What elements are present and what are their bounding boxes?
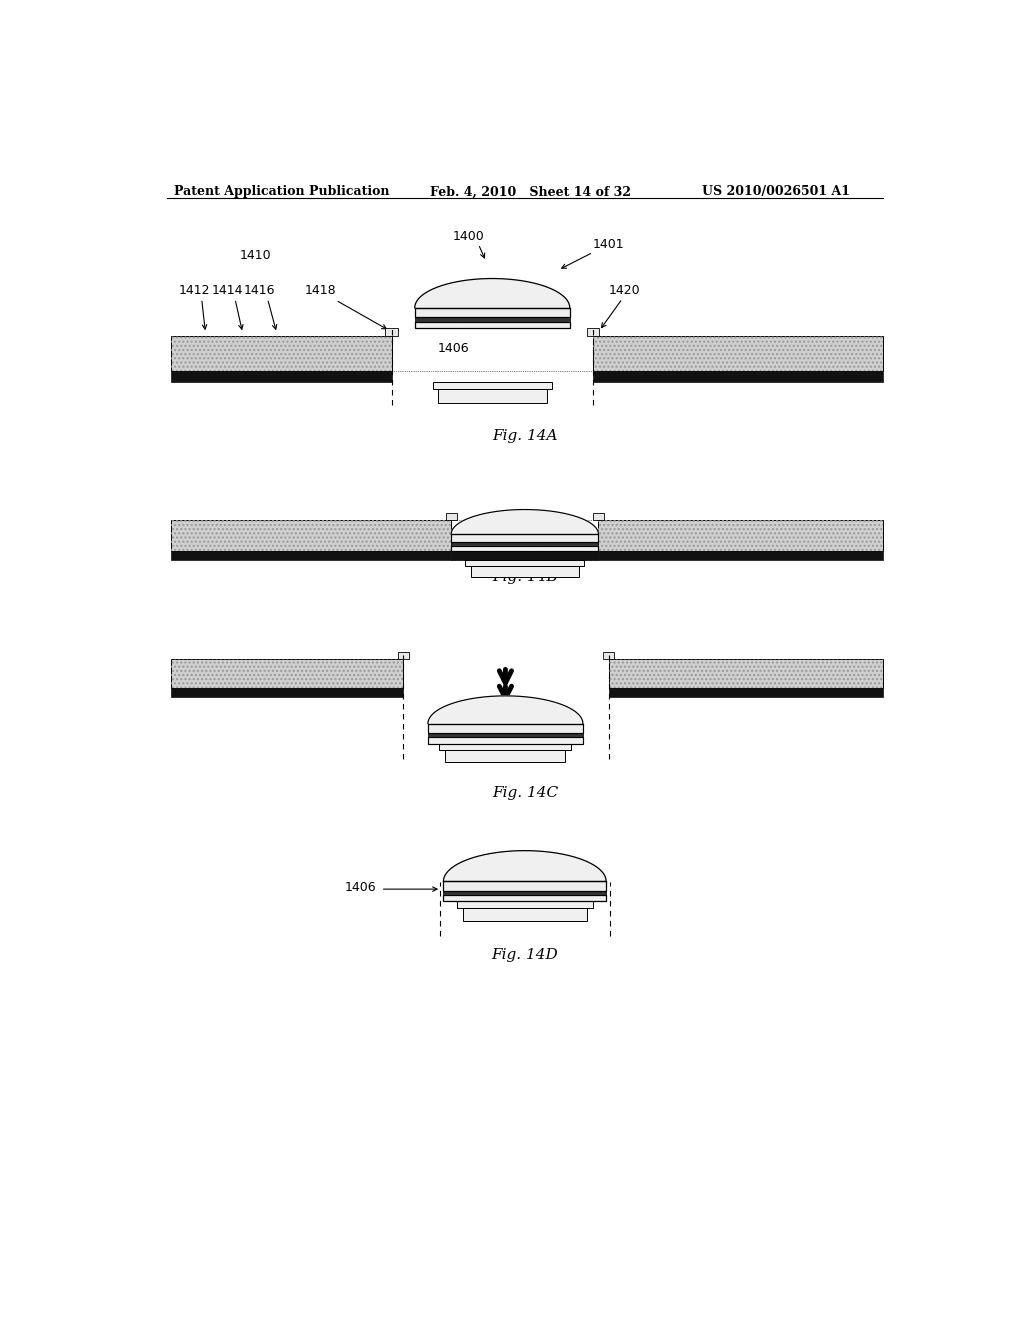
- Bar: [598, 552, 883, 561]
- Bar: [443, 891, 606, 895]
- Bar: [593, 335, 883, 371]
- Text: 1420: 1420: [608, 284, 640, 297]
- Bar: [171, 335, 391, 371]
- Bar: [428, 733, 583, 738]
- Bar: [443, 895, 606, 902]
- Text: 1402: 1402: [437, 385, 469, 399]
- Bar: [587, 327, 599, 335]
- Text: 1401: 1401: [593, 238, 625, 251]
- Bar: [439, 743, 571, 750]
- Bar: [452, 535, 598, 543]
- Bar: [457, 902, 593, 908]
- Text: Fig. 14B: Fig. 14B: [492, 570, 558, 585]
- Bar: [397, 652, 409, 659]
- Bar: [463, 908, 587, 921]
- Bar: [603, 652, 614, 659]
- Bar: [385, 327, 397, 335]
- Text: 1406: 1406: [345, 880, 377, 894]
- Bar: [171, 659, 403, 688]
- Bar: [608, 688, 883, 697]
- Text: Fig. 14A: Fig. 14A: [493, 429, 557, 444]
- Text: US 2010/0026501 A1: US 2010/0026501 A1: [701, 185, 850, 198]
- Text: Feb. 4, 2010   Sheet 14 of 32: Feb. 4, 2010 Sheet 14 of 32: [430, 185, 631, 198]
- Text: 1400: 1400: [454, 230, 485, 243]
- Polygon shape: [415, 279, 569, 308]
- Bar: [452, 552, 598, 561]
- Bar: [465, 561, 585, 566]
- Bar: [471, 566, 579, 577]
- Bar: [171, 659, 403, 688]
- Text: 1418: 1418: [304, 284, 336, 297]
- Polygon shape: [452, 510, 598, 535]
- Bar: [438, 389, 547, 404]
- Text: Patent Application Publication: Patent Application Publication: [174, 185, 390, 198]
- Bar: [415, 322, 569, 327]
- Text: 1414: 1414: [211, 284, 243, 297]
- Bar: [608, 659, 883, 688]
- Bar: [598, 520, 883, 552]
- Bar: [593, 335, 883, 371]
- Bar: [415, 308, 569, 317]
- Bar: [445, 512, 457, 520]
- Text: 1406: 1406: [437, 342, 469, 355]
- Bar: [598, 520, 883, 552]
- Bar: [452, 541, 598, 545]
- Text: Fig. 14D: Fig. 14D: [492, 948, 558, 962]
- Polygon shape: [428, 696, 583, 723]
- Text: 1410: 1410: [240, 249, 271, 263]
- Text: 1412: 1412: [179, 284, 210, 297]
- Bar: [171, 552, 452, 561]
- Bar: [432, 381, 552, 389]
- Bar: [593, 371, 883, 381]
- Bar: [593, 512, 604, 520]
- Bar: [452, 545, 598, 552]
- Bar: [608, 659, 883, 688]
- Bar: [443, 882, 606, 891]
- Bar: [171, 688, 403, 697]
- Bar: [445, 750, 565, 762]
- Bar: [171, 520, 452, 552]
- Bar: [415, 317, 569, 322]
- Bar: [171, 520, 452, 552]
- Bar: [428, 723, 583, 733]
- Bar: [171, 371, 391, 381]
- Bar: [171, 335, 391, 371]
- Bar: [428, 738, 583, 743]
- Text: 1416: 1416: [244, 284, 275, 297]
- Text: Fig. 14C: Fig. 14C: [492, 785, 558, 800]
- Polygon shape: [443, 850, 606, 882]
